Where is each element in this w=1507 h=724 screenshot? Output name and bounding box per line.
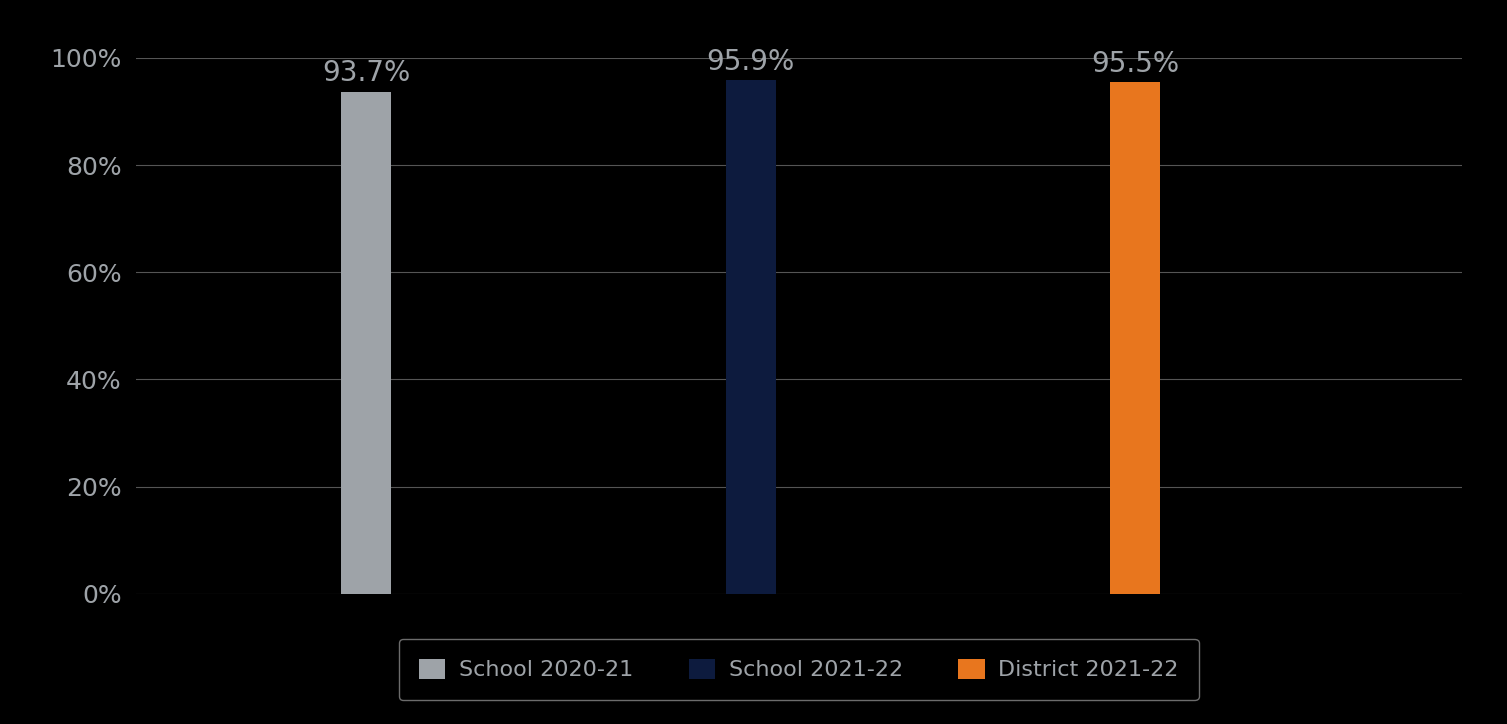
Text: 95.9%: 95.9% <box>707 48 794 75</box>
Text: 95.5%: 95.5% <box>1091 50 1178 77</box>
Bar <box>726 80 776 594</box>
Bar <box>341 92 392 594</box>
Bar <box>1111 82 1160 594</box>
Legend: School 2020-21, School 2021-22, District 2021-22: School 2020-21, School 2021-22, District… <box>399 639 1198 700</box>
Text: 93.7%: 93.7% <box>322 59 410 88</box>
